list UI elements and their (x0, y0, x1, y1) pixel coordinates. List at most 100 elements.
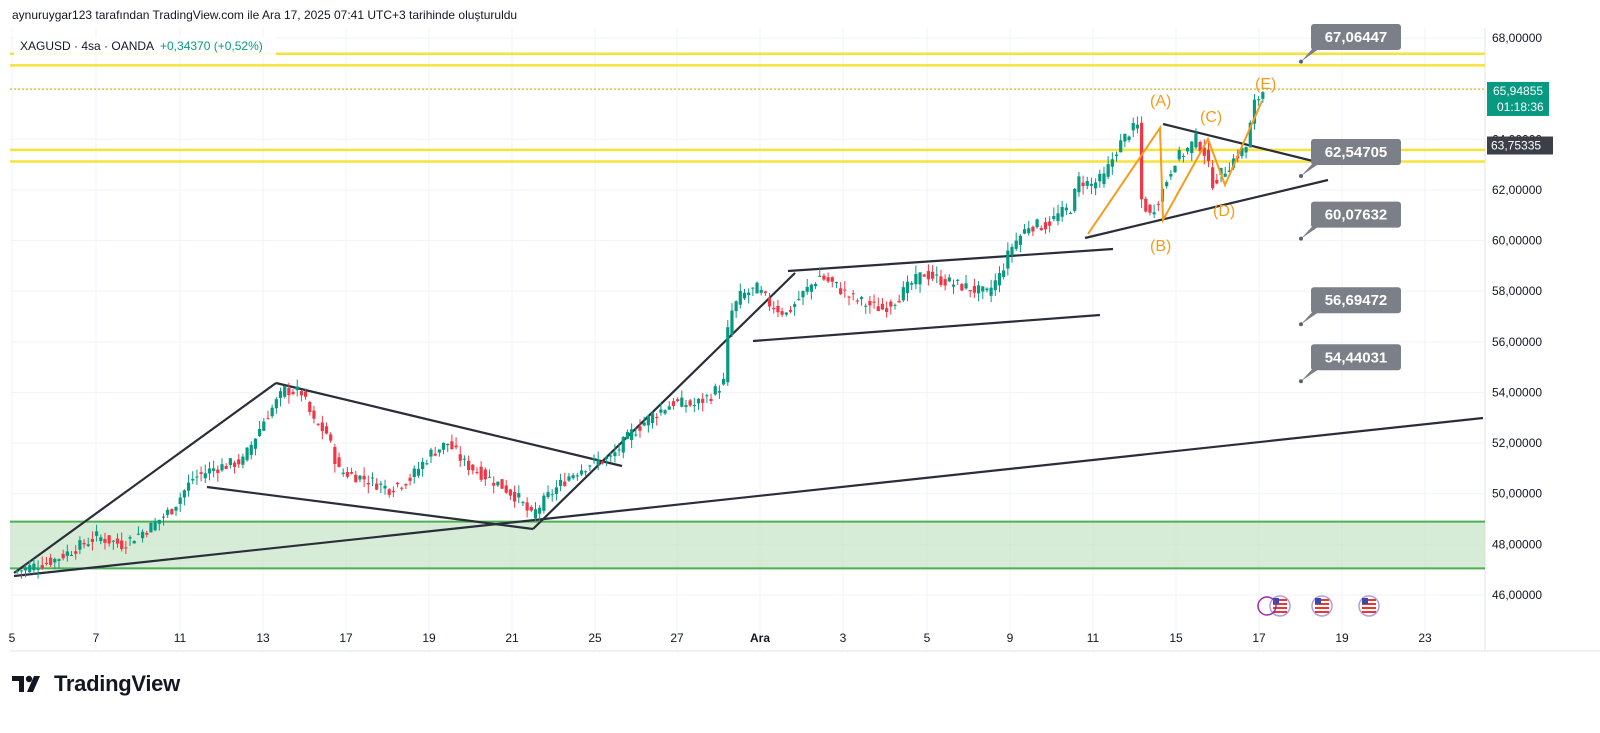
us-event-flag-icon[interactable] (1311, 595, 1333, 617)
candle-body (454, 445, 458, 448)
candle-body (433, 453, 437, 456)
price-tick-label: 56,00000 (1492, 335, 1542, 349)
candle-body (32, 563, 36, 571)
candle-body (705, 395, 709, 397)
candle-body (960, 283, 964, 291)
flag-stripe (1315, 599, 1329, 601)
candle-body (1135, 124, 1140, 129)
flag-stripe (1362, 599, 1376, 601)
candle-body (1077, 176, 1081, 193)
candle-body (642, 422, 646, 426)
candle-body (241, 456, 245, 465)
candle-body (483, 469, 487, 480)
candle-body (722, 378, 726, 385)
candle-body (1140, 122, 1144, 200)
candle-body (450, 441, 454, 450)
candle-body (1056, 213, 1060, 222)
candle-body (61, 553, 65, 559)
trendline (1084, 178, 1329, 240)
candle-body (839, 288, 843, 295)
candle-body (278, 391, 283, 399)
candle-body (1206, 149, 1211, 161)
candle-body (28, 565, 32, 573)
us-event-flag-icon[interactable] (1257, 595, 1291, 617)
candle-body (759, 290, 763, 293)
candle-body (801, 291, 805, 298)
candle-body (228, 458, 232, 466)
candle-body (776, 305, 780, 313)
candle-body (922, 274, 926, 277)
candle-body (324, 426, 329, 434)
callout-pointer (1301, 163, 1320, 177)
candle-body (717, 391, 722, 393)
time-tick-label: 19 (1335, 631, 1349, 645)
candle-body (253, 438, 258, 449)
candle-body (625, 431, 630, 439)
candle-body (15, 571, 19, 573)
time-tick-label: 17 (339, 631, 353, 645)
candle-body (195, 476, 199, 478)
candle-body (1148, 204, 1152, 213)
candle-body (387, 489, 391, 495)
candle-body (19, 570, 23, 572)
candle-body (492, 482, 496, 486)
price-tick-label: 54,00000 (1492, 385, 1542, 399)
candle-body (86, 544, 90, 546)
elliott-waves: (A) (B) (C) (D) (E) (1087, 76, 1276, 255)
candle-body (943, 279, 947, 286)
candle-body (885, 308, 889, 313)
callout-label: 60,07632 (1325, 207, 1388, 224)
candle-body (65, 551, 69, 556)
candle-body (1048, 221, 1052, 226)
callout-anchor (1299, 59, 1303, 64)
candle-body (299, 391, 304, 396)
candle-body (1165, 182, 1169, 187)
economic-events[interactable] (1257, 595, 1380, 617)
candle-body (1114, 154, 1119, 156)
candle-body (684, 405, 688, 408)
candle-body (124, 547, 128, 549)
us-event-flag-icon[interactable] (1358, 595, 1380, 617)
callout-box (1311, 24, 1401, 50)
candle-body (111, 540, 115, 542)
flag-stripe (1273, 611, 1287, 613)
time-tick-label: 5 (9, 631, 16, 645)
candle-body (834, 281, 839, 283)
candle-body (1064, 207, 1068, 211)
candle-body (738, 290, 742, 305)
candle-body (529, 507, 533, 511)
target-callouts: 67,06447 62,54705 60,07632 56,69472 54,44031 (1299, 24, 1401, 384)
candle-body (1194, 133, 1198, 148)
candle-body (161, 516, 166, 518)
callout-anchor (1299, 174, 1303, 179)
callout-pointer (1301, 225, 1320, 239)
tradingview-logo-icon (12, 675, 40, 692)
trendline (206, 485, 534, 531)
candle-body (320, 422, 324, 432)
symbol-label: XAGUSD · 4sa · OANDA (20, 39, 154, 53)
candle-body (1177, 150, 1181, 160)
candle-body (1110, 159, 1114, 167)
candle-body (1198, 141, 1202, 152)
candle-body (542, 495, 546, 511)
candle-body (914, 273, 918, 285)
candle-body (245, 447, 249, 461)
candle-body (1102, 173, 1106, 185)
target-callout: 54,44031 (1299, 344, 1401, 384)
candle-body (793, 304, 797, 307)
candle-body (809, 284, 813, 292)
candle-body (956, 279, 960, 281)
candle-body (337, 457, 341, 467)
candle-body (972, 285, 976, 293)
candle-body (36, 568, 40, 570)
candle-body (692, 404, 696, 406)
time-tick-label: 3 (840, 631, 847, 645)
candle-body (1006, 250, 1010, 269)
tradingview-logo[interactable]: TradingView (12, 671, 180, 697)
callout-label: 62,54705 (1325, 144, 1388, 161)
candle-body (1223, 173, 1227, 177)
candle-body (638, 426, 642, 431)
candle-body (763, 291, 767, 294)
trendline (752, 313, 1101, 343)
